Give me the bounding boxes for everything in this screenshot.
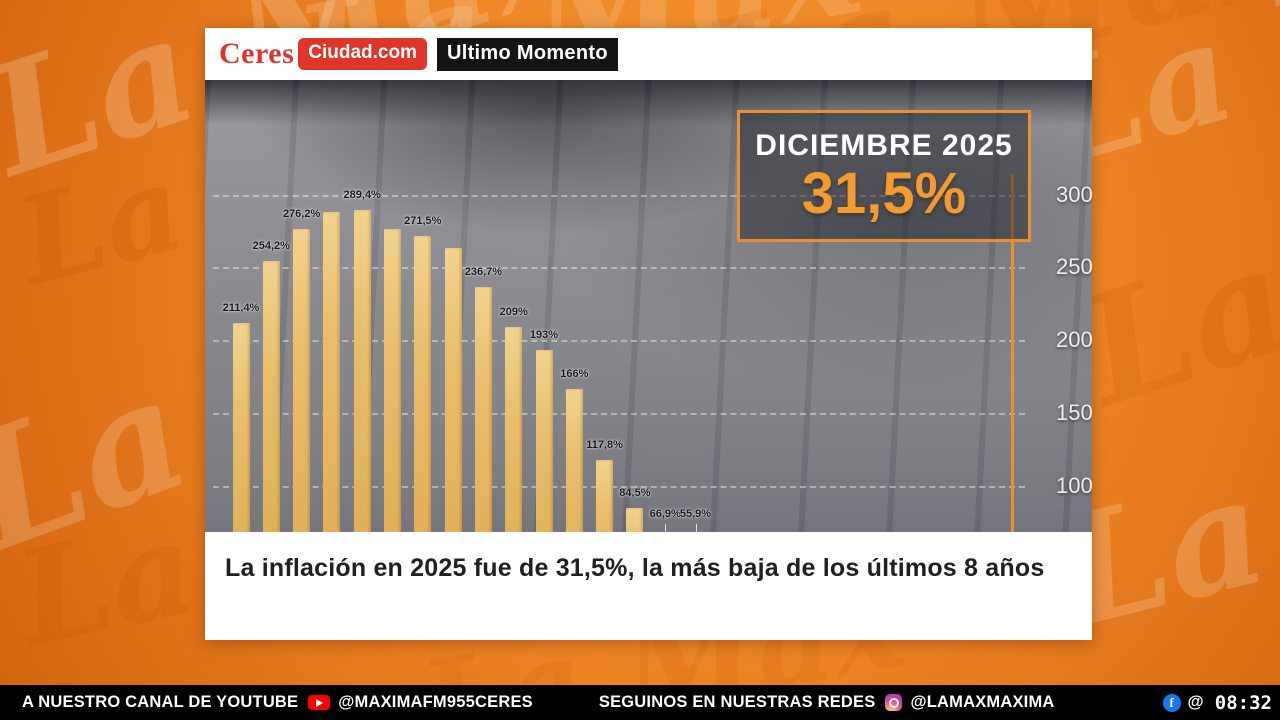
bar (444, 247, 462, 532)
bar (535, 350, 553, 532)
bar (505, 326, 523, 532)
bar-label: 66,9% (649, 508, 681, 520)
news-card-header: Ceres Ciudad.com Ultimo Momento (205, 28, 1092, 80)
y-tick-label: 150 (1056, 399, 1092, 425)
y-tick-label: 100 (1056, 472, 1092, 498)
bar (596, 459, 614, 532)
gridline (213, 340, 1025, 342)
bar-label: 271,5% (404, 214, 442, 227)
youtube-cta-text: A NUESTRO CANAL DE YOUTUBE (22, 693, 299, 711)
breaking-news-badge: Ultimo Momento (436, 37, 618, 71)
bar-label: 211,4% (222, 302, 260, 315)
bar (474, 286, 492, 532)
facebook-handle: @ (1187, 693, 1204, 711)
bar-chart: DICIEMBRE 2025 31,5% 300 250 200 150 100 211,… (205, 80, 1092, 532)
gridline (213, 267, 1025, 270)
gridline (213, 194, 1025, 197)
bar-label: 166% (560, 368, 589, 381)
watermark-text: La Max (1062, 85, 1280, 441)
bar (232, 323, 250, 532)
instagram-icon (885, 694, 903, 711)
bar (565, 389, 583, 532)
youtube-handle: @MAXIMAFM955CERES (338, 693, 533, 711)
y-tick-label: 200 (1056, 327, 1092, 352)
news-card: Ceres Ciudad.com Ultimo Momento DICIEMBR… (205, 28, 1092, 640)
bar-label: 55,9% (679, 508, 712, 520)
bar-label: 254,2% (252, 240, 290, 253)
bottom-ticker: A NUESTRO CANAL DE YOUTUBE @MAXIMAFM955C… (0, 685, 1280, 720)
highlight-box: DICIEMBRE 2025 31,5% (737, 110, 1031, 242)
highlight-value: 31,5% (801, 161, 967, 226)
bar (626, 508, 644, 532)
bar (262, 261, 280, 532)
bar-label: 236,7% (464, 265, 503, 278)
brand-badge-ciudad: Ciudad.com (298, 38, 427, 70)
bar (293, 229, 311, 532)
highlight-period: DICIEMBRE 2025 (755, 129, 1013, 162)
bar (323, 212, 341, 532)
label-leader-line (665, 524, 667, 532)
bar-label: 276,2% (282, 208, 321, 221)
youtube-icon (308, 695, 331, 710)
headline-text: La inflación en 2025 fue de 31,5%, la má… (225, 554, 1045, 582)
clock-display: 08:32 (1214, 691, 1272, 714)
bar-label: 209% (499, 305, 528, 318)
social-cta-text: SEGUINOS EN NUESTRAS REDES (598, 693, 876, 711)
bar-label: 289,4% (343, 188, 381, 201)
gridline (213, 485, 1025, 488)
bar-label: 117,8% (586, 438, 623, 451)
y-tick-label: 250 (1056, 254, 1092, 280)
bar-label: 193% (529, 329, 559, 342)
bar (353, 209, 371, 532)
y-axis-line (1011, 174, 1014, 532)
caption-area: La inflación en 2025 fue de 31,5%, la má… (205, 532, 1092, 640)
y-tick-label: 300 (1056, 181, 1092, 207)
brand-logo-ceres: Ceres (219, 37, 295, 70)
bar (384, 228, 401, 532)
facebook-icon (1162, 693, 1181, 712)
gridline (213, 412, 1025, 415)
instagram-handle: @LAMAXMAXIMA (910, 693, 1055, 711)
label-leader-line (695, 524, 697, 532)
bar-label: 84,5% (619, 487, 651, 500)
ticker-right-cluster: @ 08:32 (1162, 691, 1272, 714)
bar (414, 235, 432, 532)
